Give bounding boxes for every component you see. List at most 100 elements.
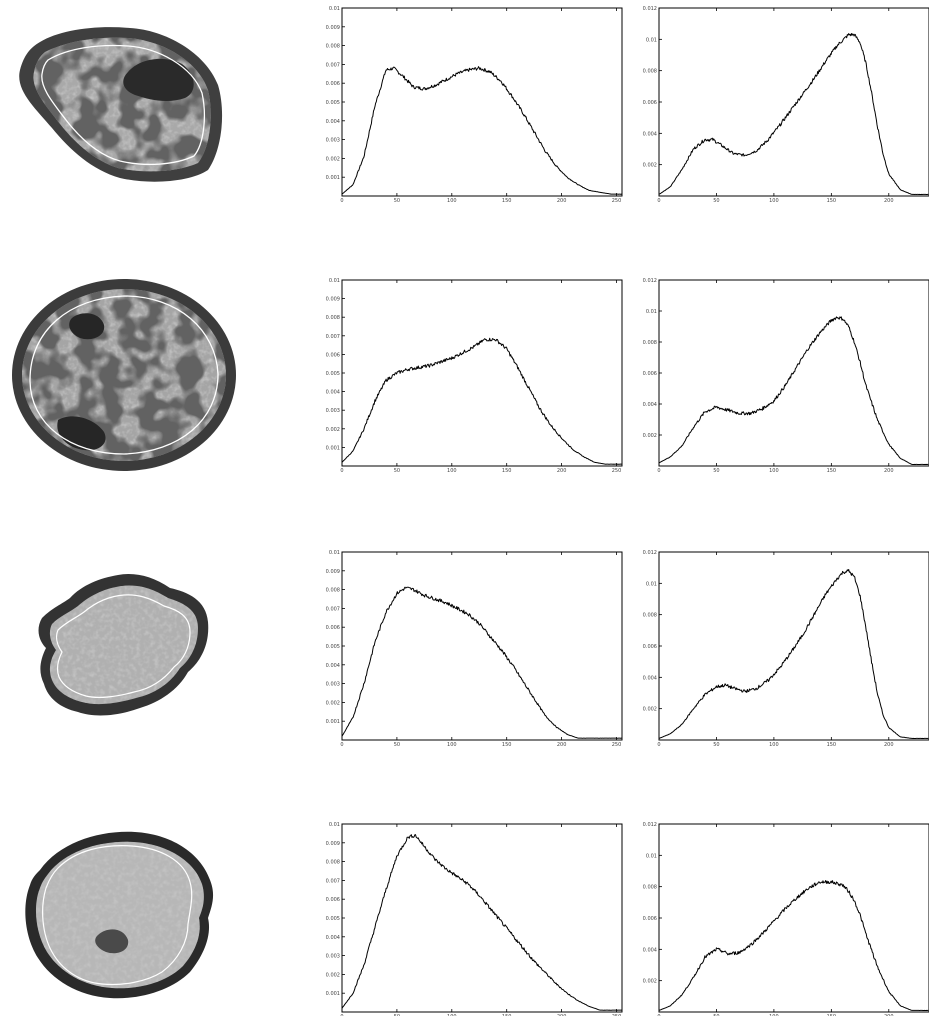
- nucleus-image-3: [38, 574, 209, 716]
- y-tick-label: 0.005: [326, 100, 340, 106]
- x-tick-label: 50: [713, 468, 719, 474]
- y-tick-label: 0.003: [326, 408, 340, 414]
- y-tick-label: 0.008: [326, 315, 340, 321]
- y-tick-label: 0.001: [326, 719, 340, 725]
- y-tick-label: 0.008: [326, 588, 340, 594]
- x-tick-label: 100: [769, 1014, 779, 1016]
- y-tick-label: 0.005: [326, 916, 340, 922]
- x-tick-label: 0: [657, 742, 660, 748]
- x-tick-label: 200: [557, 742, 567, 748]
- y-tick-label: 0.006: [326, 81, 340, 87]
- y-tick-label: 0.009: [326, 569, 340, 575]
- y-tick-label: 0.01: [329, 278, 340, 284]
- y-tick-label: 0.005: [326, 644, 340, 650]
- y-tick-label: 0.008: [643, 340, 657, 346]
- y-tick-label: 0.008: [643, 69, 657, 75]
- x-tick-label: 50: [394, 468, 400, 474]
- y-tick-label: 0.012: [643, 6, 657, 12]
- y-tick-label: 0.001: [326, 175, 340, 181]
- y-tick-label: 0.004: [643, 402, 657, 408]
- y-tick-label: 0.003: [326, 954, 340, 960]
- x-tick-label: 50: [713, 742, 719, 748]
- y-tick-label: 0.007: [326, 606, 340, 612]
- x-tick-label: 200: [884, 1014, 894, 1016]
- x-tick-label: 100: [447, 198, 457, 204]
- y-tick-label: 0.004: [643, 131, 657, 137]
- y-tick-label: 0.008: [643, 613, 657, 619]
- x-tick-label: 250: [612, 742, 622, 748]
- plot-frame: [341, 823, 623, 1013]
- y-tick-label: 0.002: [643, 433, 657, 439]
- x-tick-label: 250: [612, 1014, 622, 1016]
- histogram-chart-2-1: 0 50 100 150 200 250 0.001 0.002 0.003 0.004 0.005…: [326, 278, 623, 474]
- x-tick-label: 200: [557, 1014, 567, 1016]
- y-tick-label: 0.005: [326, 371, 340, 377]
- histogram-series: [658, 33, 929, 195]
- histogram-series: [341, 337, 622, 465]
- x-tick-label: 50: [394, 198, 400, 204]
- x-tick-label: 150: [502, 742, 512, 748]
- x-tick-label: 0: [657, 468, 660, 474]
- y-tick-label: 0.01: [329, 550, 340, 556]
- plot-frame: [341, 7, 623, 197]
- histogram-chart-4-1: 0 50 100 150 200 250 0.001 0.002 0.003 0.004 0.005…: [326, 822, 623, 1016]
- y-tick-label: 0.006: [643, 100, 657, 106]
- x-tick-label: 150: [827, 742, 837, 748]
- y-tick-label: 0.01: [646, 853, 657, 859]
- y-tick-label: 0.012: [643, 822, 657, 828]
- x-tick-label: 150: [502, 198, 512, 204]
- y-tick-label: 0.002: [643, 163, 657, 169]
- x-tick-label: 200: [884, 198, 894, 204]
- plot-frame: [341, 279, 623, 467]
- y-tick-label: 0.009: [326, 841, 340, 847]
- y-tick-label: 0.004: [326, 663, 340, 669]
- x-tick-label: 100: [769, 742, 779, 748]
- y-tick-label: 0.004: [326, 935, 340, 941]
- y-tick-label: 0.004: [326, 390, 340, 396]
- nucleus-image-1: [19, 27, 223, 182]
- y-tick-label: 0.006: [643, 916, 657, 922]
- y-tick-label: 0.004: [643, 675, 657, 681]
- histogram-chart-3-1: 0 50 100 150 200 250 0.001 0.002 0.003 0.004 0.005…: [326, 550, 623, 748]
- plot-frame: [658, 7, 929, 197]
- histogram-series: [341, 586, 622, 739]
- x-tick-label: 200: [557, 468, 567, 474]
- y-tick-label: 0.01: [329, 822, 340, 828]
- y-tick-label: 0.003: [326, 138, 340, 144]
- x-tick-label: 0: [340, 742, 343, 748]
- histogram-series: [658, 880, 929, 1011]
- histogram-charts: 0 50 100 150 200 250 0.001 0.002 0.003 0.004 0.005…: [326, 6, 929, 1016]
- histogram-chart-1-1: 0 50 100 150 200 250 0.001 0.002 0.003 0.004 0.005…: [326, 6, 623, 204]
- x-tick-label: 50: [394, 742, 400, 748]
- x-tick-label: 200: [557, 198, 567, 204]
- x-tick-label: 100: [447, 742, 457, 748]
- x-tick-label: 150: [827, 198, 837, 204]
- x-tick-label: 250: [612, 468, 622, 474]
- y-tick-label: 0.008: [326, 44, 340, 50]
- y-tick-label: 0.004: [326, 119, 340, 125]
- y-tick-label: 0.008: [326, 860, 340, 866]
- x-tick-label: 150: [502, 1014, 512, 1016]
- y-tick-label: 0.009: [326, 25, 340, 31]
- x-tick-label: 100: [769, 468, 779, 474]
- x-tick-label: 50: [394, 1014, 400, 1016]
- x-tick-label: 0: [340, 1014, 343, 1016]
- histogram-series: [341, 66, 623, 195]
- y-tick-label: 0.007: [326, 62, 340, 68]
- y-tick-label: 0.007: [326, 878, 340, 884]
- y-tick-label: 0.006: [643, 371, 657, 377]
- y-tick-label: 0.01: [329, 6, 340, 12]
- x-tick-label: 200: [884, 742, 894, 748]
- x-tick-label: 50: [713, 198, 719, 204]
- x-tick-label: 100: [447, 1014, 457, 1016]
- x-tick-label: 100: [447, 468, 457, 474]
- x-tick-label: 200: [884, 468, 894, 474]
- plot-frame: [658, 551, 929, 741]
- histogram-chart-3-2: 0 50 100 150 200 0.002 0.004 0.006 0.008 0.01 0.01…: [643, 550, 929, 748]
- y-tick-label: 0.012: [643, 278, 657, 284]
- x-tick-label: 150: [827, 468, 837, 474]
- y-tick-label: 0.006: [326, 897, 340, 903]
- y-tick-label: 0.012: [643, 550, 657, 556]
- y-tick-label: 0.002: [326, 156, 340, 162]
